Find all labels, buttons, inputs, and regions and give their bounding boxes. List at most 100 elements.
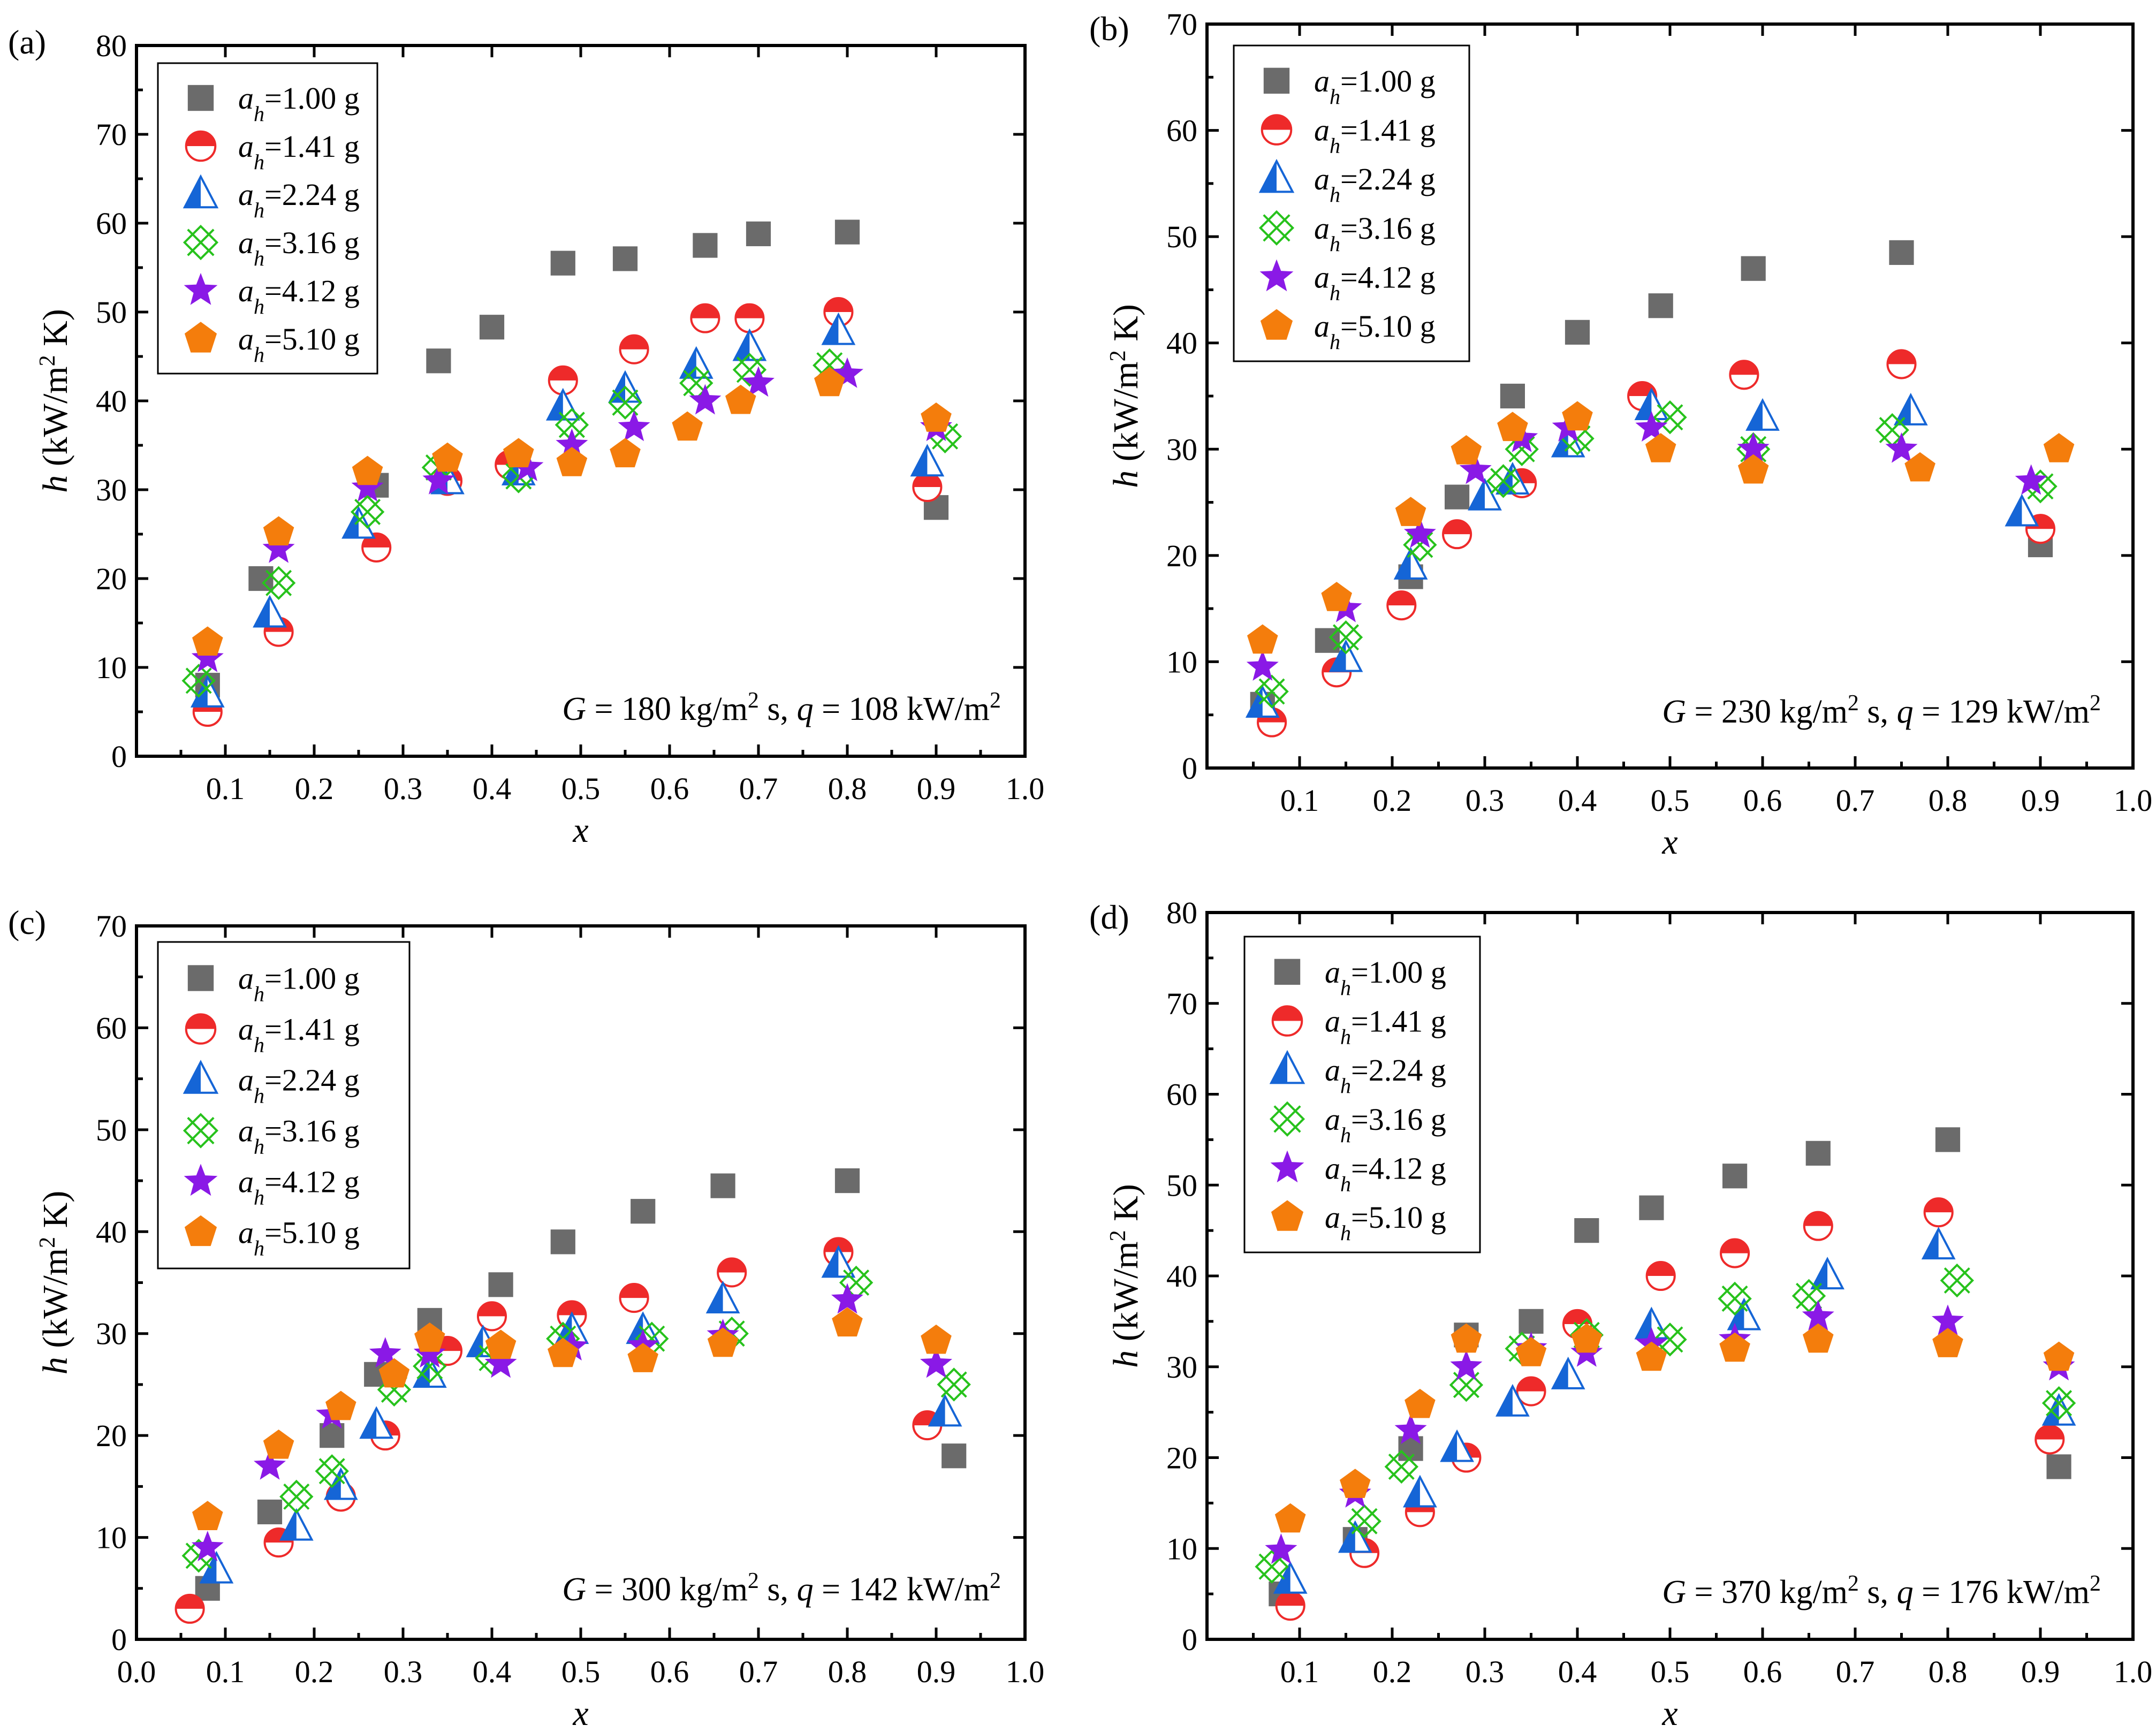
- x-tick-label: 0.2: [295, 771, 334, 806]
- data-point: [693, 233, 718, 258]
- data-point: [254, 1449, 286, 1480]
- legend-marker: [185, 130, 217, 162]
- data-point: [612, 246, 638, 271]
- y-tick-label: 20: [96, 1418, 127, 1453]
- y-tick-label: 70: [1166, 7, 1197, 42]
- data-point: [414, 1322, 445, 1352]
- data-point: [199, 1550, 234, 1584]
- y-tick-label: 50: [1166, 1168, 1197, 1203]
- x-tick-label: 0.5: [1651, 783, 1690, 818]
- data-point: [1718, 1281, 1752, 1316]
- y-tick-label: 30: [96, 1317, 127, 1351]
- y-tick-label: 60: [96, 206, 127, 241]
- data-point: [432, 442, 463, 472]
- x-tick-label: 0.9: [917, 771, 956, 806]
- data-point: [1639, 1195, 1664, 1220]
- series-4: [181, 348, 962, 698]
- x-tick-label: 0.3: [384, 1654, 423, 1689]
- data-point: [690, 303, 720, 333]
- data-point: [618, 411, 650, 442]
- legend-marker: [1259, 259, 1294, 292]
- data-point: [1442, 519, 1472, 550]
- data-point: [248, 566, 274, 591]
- data-point: [1265, 1533, 1297, 1564]
- legend-label: ah=5.10 g: [238, 322, 360, 367]
- legend-marker: [183, 174, 219, 209]
- data-point: [610, 438, 641, 468]
- data-point: [707, 1327, 739, 1357]
- data-point: [1802, 1299, 1834, 1331]
- legend: ah=1.00 gah=1.41 gah=2.24 gah=3.16 gah=4…: [157, 62, 378, 375]
- data-point: [937, 1367, 971, 1402]
- series-6: [1247, 401, 2075, 654]
- data-point: [1500, 383, 1525, 409]
- legend-marker: [1269, 1050, 1305, 1084]
- legend-marker: [1271, 1200, 1304, 1231]
- data-point: [1719, 1332, 1750, 1362]
- data-point: [1445, 484, 1470, 510]
- data-point: [732, 328, 767, 361]
- data-point: [832, 1307, 863, 1337]
- y-tick-label: 40: [96, 1214, 127, 1249]
- data-point: [814, 367, 845, 397]
- y-tick-label: 80: [96, 28, 127, 63]
- legend: ah=1.00 gah=1.41 gah=2.24 gah=3.16 gah=4…: [157, 941, 411, 1270]
- x-tick-label: 1.0: [1006, 1654, 1045, 1689]
- data-point: [378, 1358, 410, 1388]
- data-point: [191, 1531, 224, 1562]
- x-tick-label: 0.6: [1743, 783, 1782, 818]
- y-tick-label: 40: [1166, 326, 1197, 361]
- legend-marker: [1261, 114, 1293, 146]
- data-point: [910, 444, 945, 477]
- panel-label: (c): [8, 903, 46, 941]
- data-point: [488, 1272, 513, 1297]
- x-tick-label: 0.3: [1466, 783, 1505, 818]
- series-5: [191, 357, 952, 672]
- data-point: [1516, 1376, 1546, 1407]
- data-point: [350, 495, 385, 529]
- legend-marker: [1263, 67, 1290, 94]
- x-tick-label: 0.5: [1651, 1654, 1690, 1689]
- data-point: [1727, 1297, 1762, 1331]
- condition-annotation: G = 300 kg/m2 s, q = 142 kW/m2: [562, 1569, 1001, 1608]
- data-point: [1741, 256, 1766, 281]
- legend-label: ah=2.24 g: [238, 177, 360, 222]
- data-point: [2034, 1424, 2065, 1455]
- data-point: [1722, 1164, 1748, 1189]
- series-4: [1255, 1263, 2076, 1584]
- legend-box: [1243, 936, 1481, 1253]
- x-tick-label: 0.4: [473, 1654, 512, 1689]
- data-point: [912, 472, 943, 503]
- data-point: [1720, 1238, 1750, 1268]
- x-tick-label: 0.1: [1280, 783, 1319, 818]
- data-point: [1450, 1350, 1483, 1381]
- data-point: [627, 1343, 658, 1372]
- data-point: [2005, 493, 2039, 527]
- y-tick-label: 20: [96, 561, 127, 596]
- y-tick-label: 70: [1166, 986, 1197, 1021]
- y-tick-label: 0: [111, 1622, 127, 1657]
- series-6: [192, 367, 952, 656]
- y-tick-label: 60: [1166, 113, 1197, 148]
- data-point: [503, 438, 534, 468]
- y-tick-label: 70: [96, 117, 127, 152]
- data-point: [263, 516, 294, 546]
- series-2: [174, 1237, 943, 1624]
- data-point: [1645, 433, 1676, 462]
- data-point: [921, 402, 952, 432]
- data-point: [1803, 1323, 1834, 1353]
- x-tick-label: 0.2: [1373, 783, 1412, 818]
- data-point: [1921, 1227, 1956, 1260]
- y-tick-label: 60: [96, 1010, 127, 1045]
- x-axis-label: x: [1661, 823, 1677, 862]
- legend-label: ah=4.12 g: [238, 273, 360, 318]
- y-tick-label: 30: [1166, 432, 1197, 467]
- data-point: [1403, 517, 1436, 548]
- data-point: [1274, 1503, 1306, 1533]
- data-point: [705, 1281, 740, 1313]
- legend-label: ah=1.41 g: [238, 129, 360, 174]
- data-point: [631, 1199, 656, 1224]
- condition-annotation: G = 370 kg/m2 s, q = 176 kW/m2: [1662, 1571, 2101, 1610]
- data-point: [1468, 477, 1502, 511]
